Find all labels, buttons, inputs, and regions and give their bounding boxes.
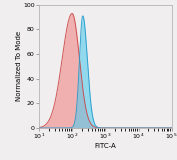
Y-axis label: Normalized To Mode: Normalized To Mode (16, 31, 22, 101)
X-axis label: FITC-A: FITC-A (95, 143, 116, 149)
